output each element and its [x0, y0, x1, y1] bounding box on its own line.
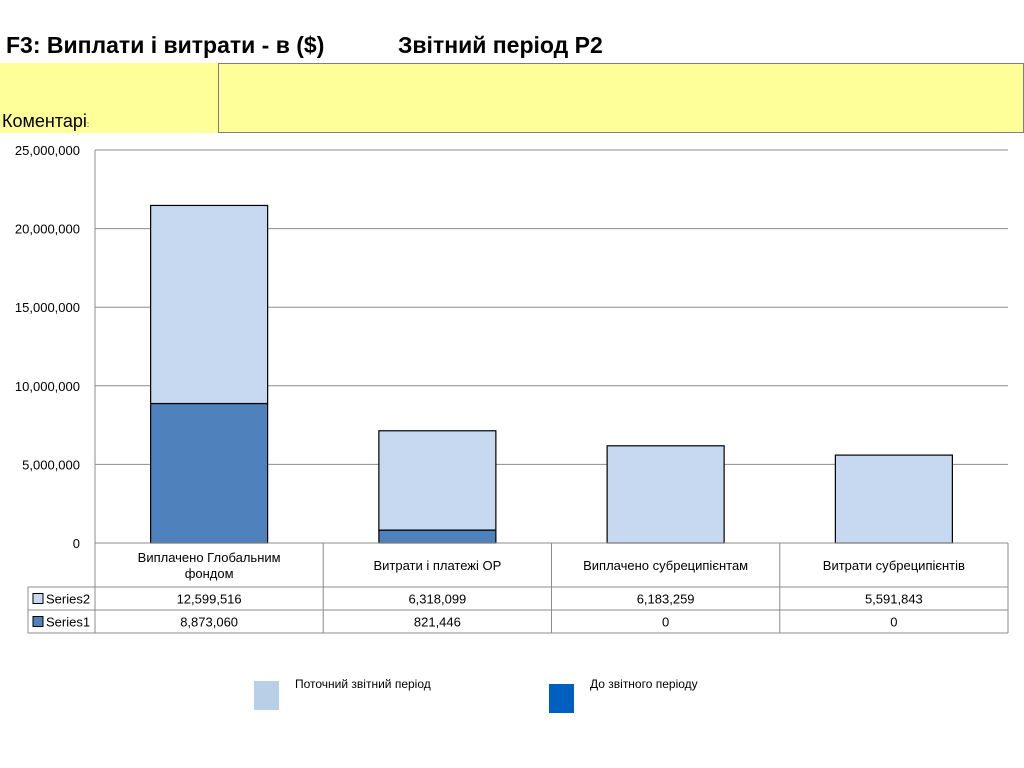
table-legend-key	[32, 616, 44, 627]
y-tick-label: 0	[73, 536, 80, 551]
table-value: 6,318,099	[408, 592, 466, 607]
comment-label: Коментарі:	[2, 111, 89, 132]
y-tick-label: 5,000,000	[22, 457, 80, 472]
legend-label-current: Поточний звітний період	[295, 677, 431, 691]
comment-label-colon: :	[86, 120, 90, 129]
table-value: 8,873,060	[180, 615, 238, 630]
table-value: 6,183,259	[637, 592, 695, 607]
bar-series1	[378, 529, 497, 544]
x-category-label: Виплачено Глобальним фондом	[138, 550, 281, 581]
table-value: 12,599,516	[177, 592, 242, 607]
bar-series2	[150, 204, 269, 405]
table-series-label: Series1	[46, 615, 90, 630]
bar-series2	[606, 445, 725, 544]
legend-label-prior: До звітного періоду	[590, 677, 698, 691]
bar-series2	[378, 430, 497, 531]
table-value: 0	[662, 615, 669, 630]
x-category-label: Витрати субреципієнтів	[823, 558, 965, 573]
table-series-label: Series2	[46, 592, 90, 607]
reporting-period-title: Звітний період P2	[398, 32, 603, 58]
y-tick-label: 25,000,000	[15, 143, 80, 158]
y-tick-label: 15,000,000	[15, 300, 80, 315]
table-value: 0	[890, 615, 897, 630]
report-title: F3: Виплати і витрати - в ($)	[6, 32, 325, 58]
comment-input[interactable]	[218, 63, 1024, 133]
table-legend-key	[32, 593, 44, 604]
y-tick-label: 10,000,000	[15, 379, 80, 394]
legend-swatch-current	[254, 681, 279, 710]
x-category-label: Виплачено субреципієнтам	[583, 558, 748, 573]
x-category-label: Витрати і платежі ОР	[373, 558, 501, 573]
y-tick-label: 20,000,000	[15, 222, 80, 237]
table-value: 821,446	[414, 615, 461, 630]
table-value: 5,591,843	[865, 592, 923, 607]
stacked-bar-chart: 0 5,000,000 10,000,000 15,000,000 20,000,000…	[15, 143, 1009, 634]
comment-label-box: Коментарі:	[0, 63, 218, 133]
bar-series1	[150, 402, 269, 544]
comment-label-text: Коментарі	[2, 111, 87, 131]
bar-series2	[834, 454, 953, 544]
legend-swatch-prior	[549, 684, 574, 713]
